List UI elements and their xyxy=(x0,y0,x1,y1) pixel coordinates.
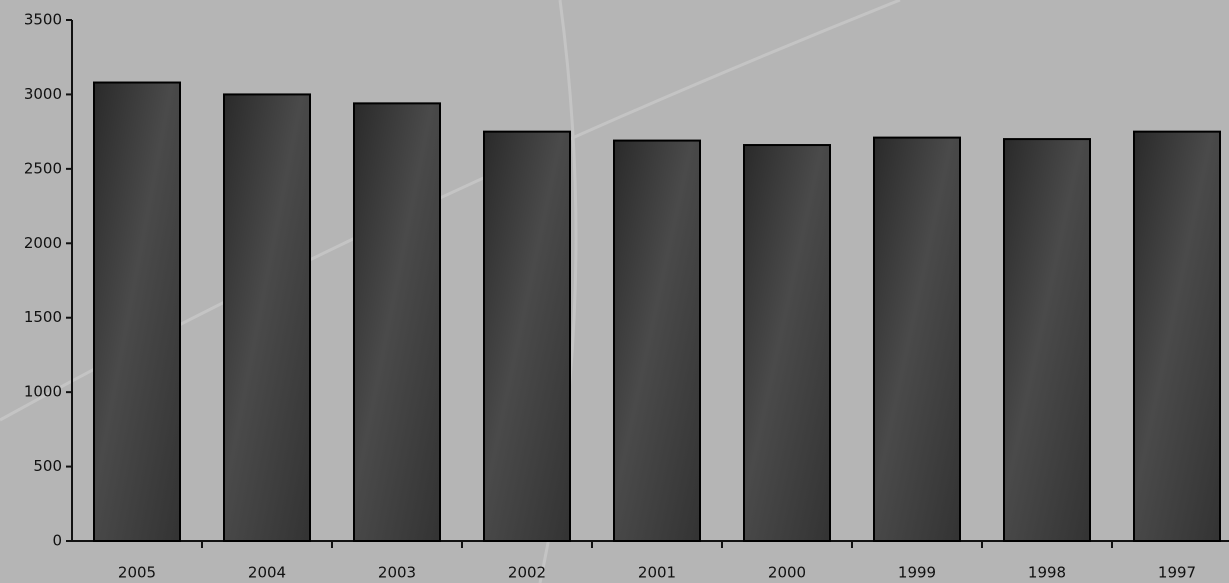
y-tick-label: 1500 xyxy=(24,308,62,326)
y-tick-label: 2500 xyxy=(24,159,62,177)
y-tick-label: 500 xyxy=(33,457,62,475)
x-tick-label: 2005 xyxy=(118,564,156,582)
x-tick-label: 1997 xyxy=(1158,564,1196,582)
x-tick-label: 2002 xyxy=(508,564,546,582)
x-tick-label: 2000 xyxy=(768,564,806,582)
x-tick-label: 2003 xyxy=(378,564,416,582)
bar xyxy=(483,130,571,542)
x-tick-label: 2001 xyxy=(638,564,676,582)
bar xyxy=(1003,138,1091,542)
bar xyxy=(223,93,311,543)
bar xyxy=(1133,130,1221,542)
bar xyxy=(353,102,441,543)
y-tick-label: 1000 xyxy=(24,383,62,401)
x-tick-label: 1998 xyxy=(1028,564,1066,582)
bar xyxy=(613,139,701,542)
y-tick-label: 3000 xyxy=(24,85,62,103)
y-tick-label: 0 xyxy=(52,532,62,550)
bar xyxy=(93,81,181,543)
bar xyxy=(873,136,961,542)
y-tick-label: 3500 xyxy=(24,11,62,29)
bar xyxy=(743,144,831,542)
y-tick-label: 2000 xyxy=(24,234,62,252)
x-tick-label: 1999 xyxy=(898,564,936,582)
x-tick-label: 2004 xyxy=(248,564,286,582)
